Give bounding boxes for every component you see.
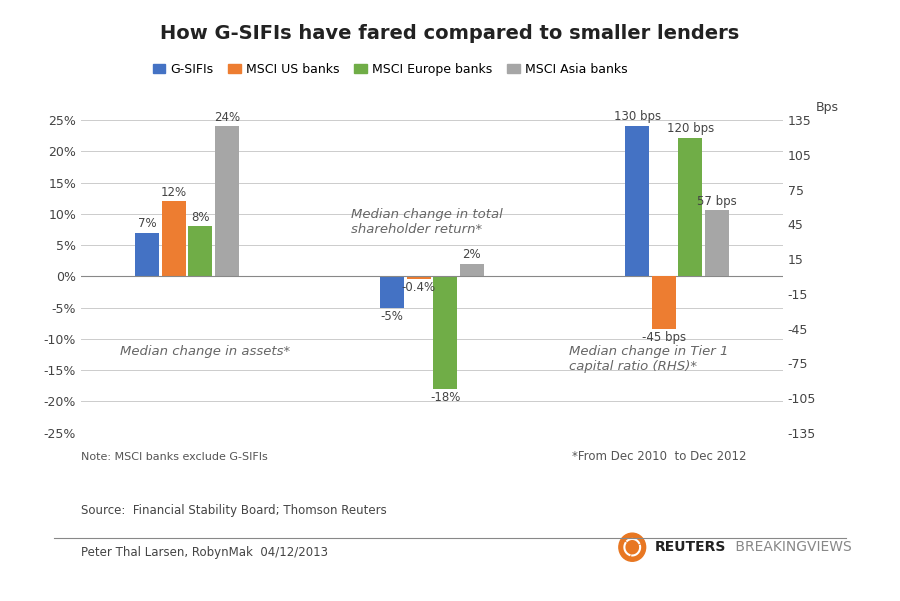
Text: -45 bps: -45 bps: [642, 331, 686, 344]
Text: -5%: -5%: [381, 310, 403, 323]
Text: 24%: 24%: [214, 111, 240, 124]
Legend: G-SIFIs, MSCI US banks, MSCI Europe banks, MSCI Asia banks: G-SIFIs, MSCI US banks, MSCI Europe bank…: [148, 58, 632, 81]
Text: 57 bps: 57 bps: [697, 195, 736, 207]
Text: How G-SIFIs have fared compared to smaller lenders: How G-SIFIs have fared compared to small…: [160, 23, 740, 43]
Bar: [433, 276, 457, 389]
Text: Median change in total
shareholder return*: Median change in total shareholder retur…: [351, 208, 503, 236]
Text: Peter Thal Larsen, RobynMak  04/12/2013: Peter Thal Larsen, RobynMak 04/12/2013: [81, 546, 328, 559]
Text: Note: MSCI banks exclude G-SIFIs: Note: MSCI banks exclude G-SIFIs: [81, 452, 268, 462]
Bar: [679, 138, 702, 276]
Text: Median change in Tier 1
capital ratio (RHS)*: Median change in Tier 1 capital ratio (R…: [569, 345, 728, 373]
Text: BREAKINGVIEWS: BREAKINGVIEWS: [731, 540, 851, 554]
Text: 120 bps: 120 bps: [667, 121, 714, 135]
Text: Source:  Financial Stability Board; Thomson Reuters: Source: Financial Stability Board; Thoms…: [81, 504, 387, 517]
Bar: [381, 276, 404, 308]
Text: Median change in assets*: Median change in assets*: [120, 345, 290, 358]
Bar: [215, 126, 238, 276]
Bar: [188, 227, 212, 276]
Bar: [626, 126, 649, 276]
Bar: [705, 210, 729, 276]
Text: REUTERS: REUTERS: [654, 540, 725, 554]
Text: -18%: -18%: [430, 391, 461, 404]
Bar: [460, 264, 483, 276]
Text: *From Dec 2010  to Dec 2012: *From Dec 2010 to Dec 2012: [572, 450, 746, 463]
Text: -0.4%: -0.4%: [401, 281, 436, 294]
Text: 8%: 8%: [191, 211, 210, 224]
Text: 130 bps: 130 bps: [614, 110, 661, 123]
Text: 7%: 7%: [138, 217, 157, 230]
Text: 2%: 2%: [463, 248, 482, 261]
Bar: [135, 233, 159, 276]
Bar: [652, 276, 676, 329]
Bar: [407, 276, 431, 279]
Text: Bps: Bps: [816, 101, 839, 114]
Circle shape: [619, 533, 645, 561]
Text: 12%: 12%: [161, 186, 187, 199]
Bar: [162, 201, 185, 276]
